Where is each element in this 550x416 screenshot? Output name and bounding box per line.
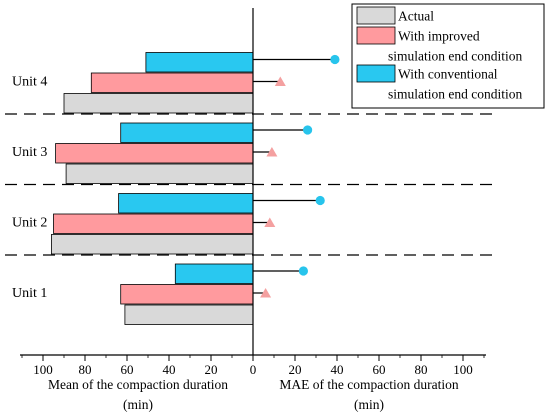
right-tick-label: 60 bbox=[373, 362, 386, 377]
right-tick-label: 20 bbox=[289, 362, 302, 377]
bar-unit-2-improved bbox=[53, 213, 254, 234]
left-tick-label: 100 bbox=[33, 362, 53, 377]
right-tick-label: 80 bbox=[415, 362, 428, 377]
right-lollipop-panel bbox=[253, 54, 340, 298]
marker-unit-1-improved bbox=[260, 288, 272, 298]
legend-label-3: With conventional bbox=[398, 67, 498, 82]
legend-label-3-line2: simulation end condition bbox=[388, 87, 522, 102]
x-ticks: 0 20 40 60 80 100 20 40 60 80 100 bbox=[21, 355, 485, 377]
unit-label-unit-3: Unit 3 bbox=[12, 145, 47, 160]
bar-unit-1-conventional bbox=[174, 263, 254, 284]
unit-labels: Unit 1 Unit 2 Unit 3 Unit 4 bbox=[12, 75, 47, 302]
legend: Actual With improved simulation end condit… bbox=[351, 3, 545, 109]
marker-unit-3-conventional bbox=[303, 125, 313, 135]
legend-label-2: With improved bbox=[398, 29, 480, 44]
left-tick-label: 80 bbox=[79, 362, 92, 377]
legend-label-2-line2: simulation end condition bbox=[388, 49, 522, 64]
left-tick-label: 60 bbox=[121, 362, 134, 377]
legend-swatch-1 bbox=[356, 6, 396, 25]
left-tick-label: 0 bbox=[250, 362, 257, 377]
marker-unit-1-conventional bbox=[298, 266, 308, 276]
bar-unit-2-actual bbox=[51, 234, 254, 255]
marker-unit-3-improved bbox=[266, 147, 278, 157]
legend-swatch-2 bbox=[356, 26, 396, 45]
left-bar-panel bbox=[51, 52, 254, 325]
bar-unit-1-improved bbox=[120, 284, 254, 305]
right-axis-title: MAE of the compaction duration bbox=[279, 377, 458, 392]
marker-unit-4-improved bbox=[274, 76, 286, 86]
axis-labels: Mean of the compaction duration (min) MA… bbox=[48, 377, 459, 412]
marker-unit-2-improved bbox=[264, 217, 276, 227]
unit-label-unit-1: Unit 1 bbox=[12, 286, 47, 301]
bar-unit-3-actual bbox=[65, 163, 254, 184]
legend-label-1: Actual bbox=[398, 9, 434, 24]
left-axis-title: Mean of the compaction duration bbox=[48, 377, 228, 392]
unit-label-unit-4: Unit 4 bbox=[12, 75, 47, 90]
marker-unit-4-conventional bbox=[330, 54, 340, 65]
right-tick-label: 100 bbox=[453, 362, 473, 377]
marker-unit-2-conventional bbox=[315, 195, 325, 206]
right-axis-unit: (min) bbox=[354, 397, 384, 412]
left-tick-label: 20 bbox=[205, 362, 218, 377]
left-tick-label: 40 bbox=[163, 362, 176, 377]
left-axis-unit: (min) bbox=[123, 397, 153, 412]
bar-unit-4-conventional bbox=[145, 52, 254, 73]
bar-unit-1-actual bbox=[124, 304, 254, 325]
unit-label-unit-2: Unit 2 bbox=[12, 216, 47, 231]
bar-unit-4-improved bbox=[90, 72, 254, 93]
bar-unit-4-actual bbox=[63, 93, 254, 114]
unit-separators bbox=[5, 113, 498, 256]
bar-unit-2-conventional bbox=[118, 193, 254, 214]
bar-unit-3-improved bbox=[55, 143, 254, 164]
legend-swatch-3 bbox=[356, 64, 396, 83]
bar-unit-3-conventional bbox=[120, 122, 254, 143]
right-tick-label: 40 bbox=[331, 362, 344, 377]
